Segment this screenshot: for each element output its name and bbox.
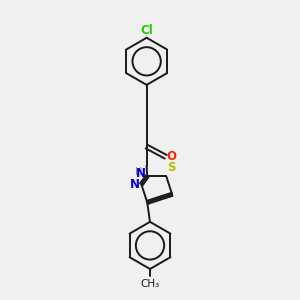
Text: N: N — [136, 167, 146, 180]
Text: H: H — [135, 167, 142, 177]
Text: CH₃: CH₃ — [140, 279, 160, 289]
Text: N: N — [130, 178, 140, 191]
Text: Cl: Cl — [140, 24, 153, 37]
Text: S: S — [167, 160, 176, 173]
Text: O: O — [167, 150, 177, 163]
